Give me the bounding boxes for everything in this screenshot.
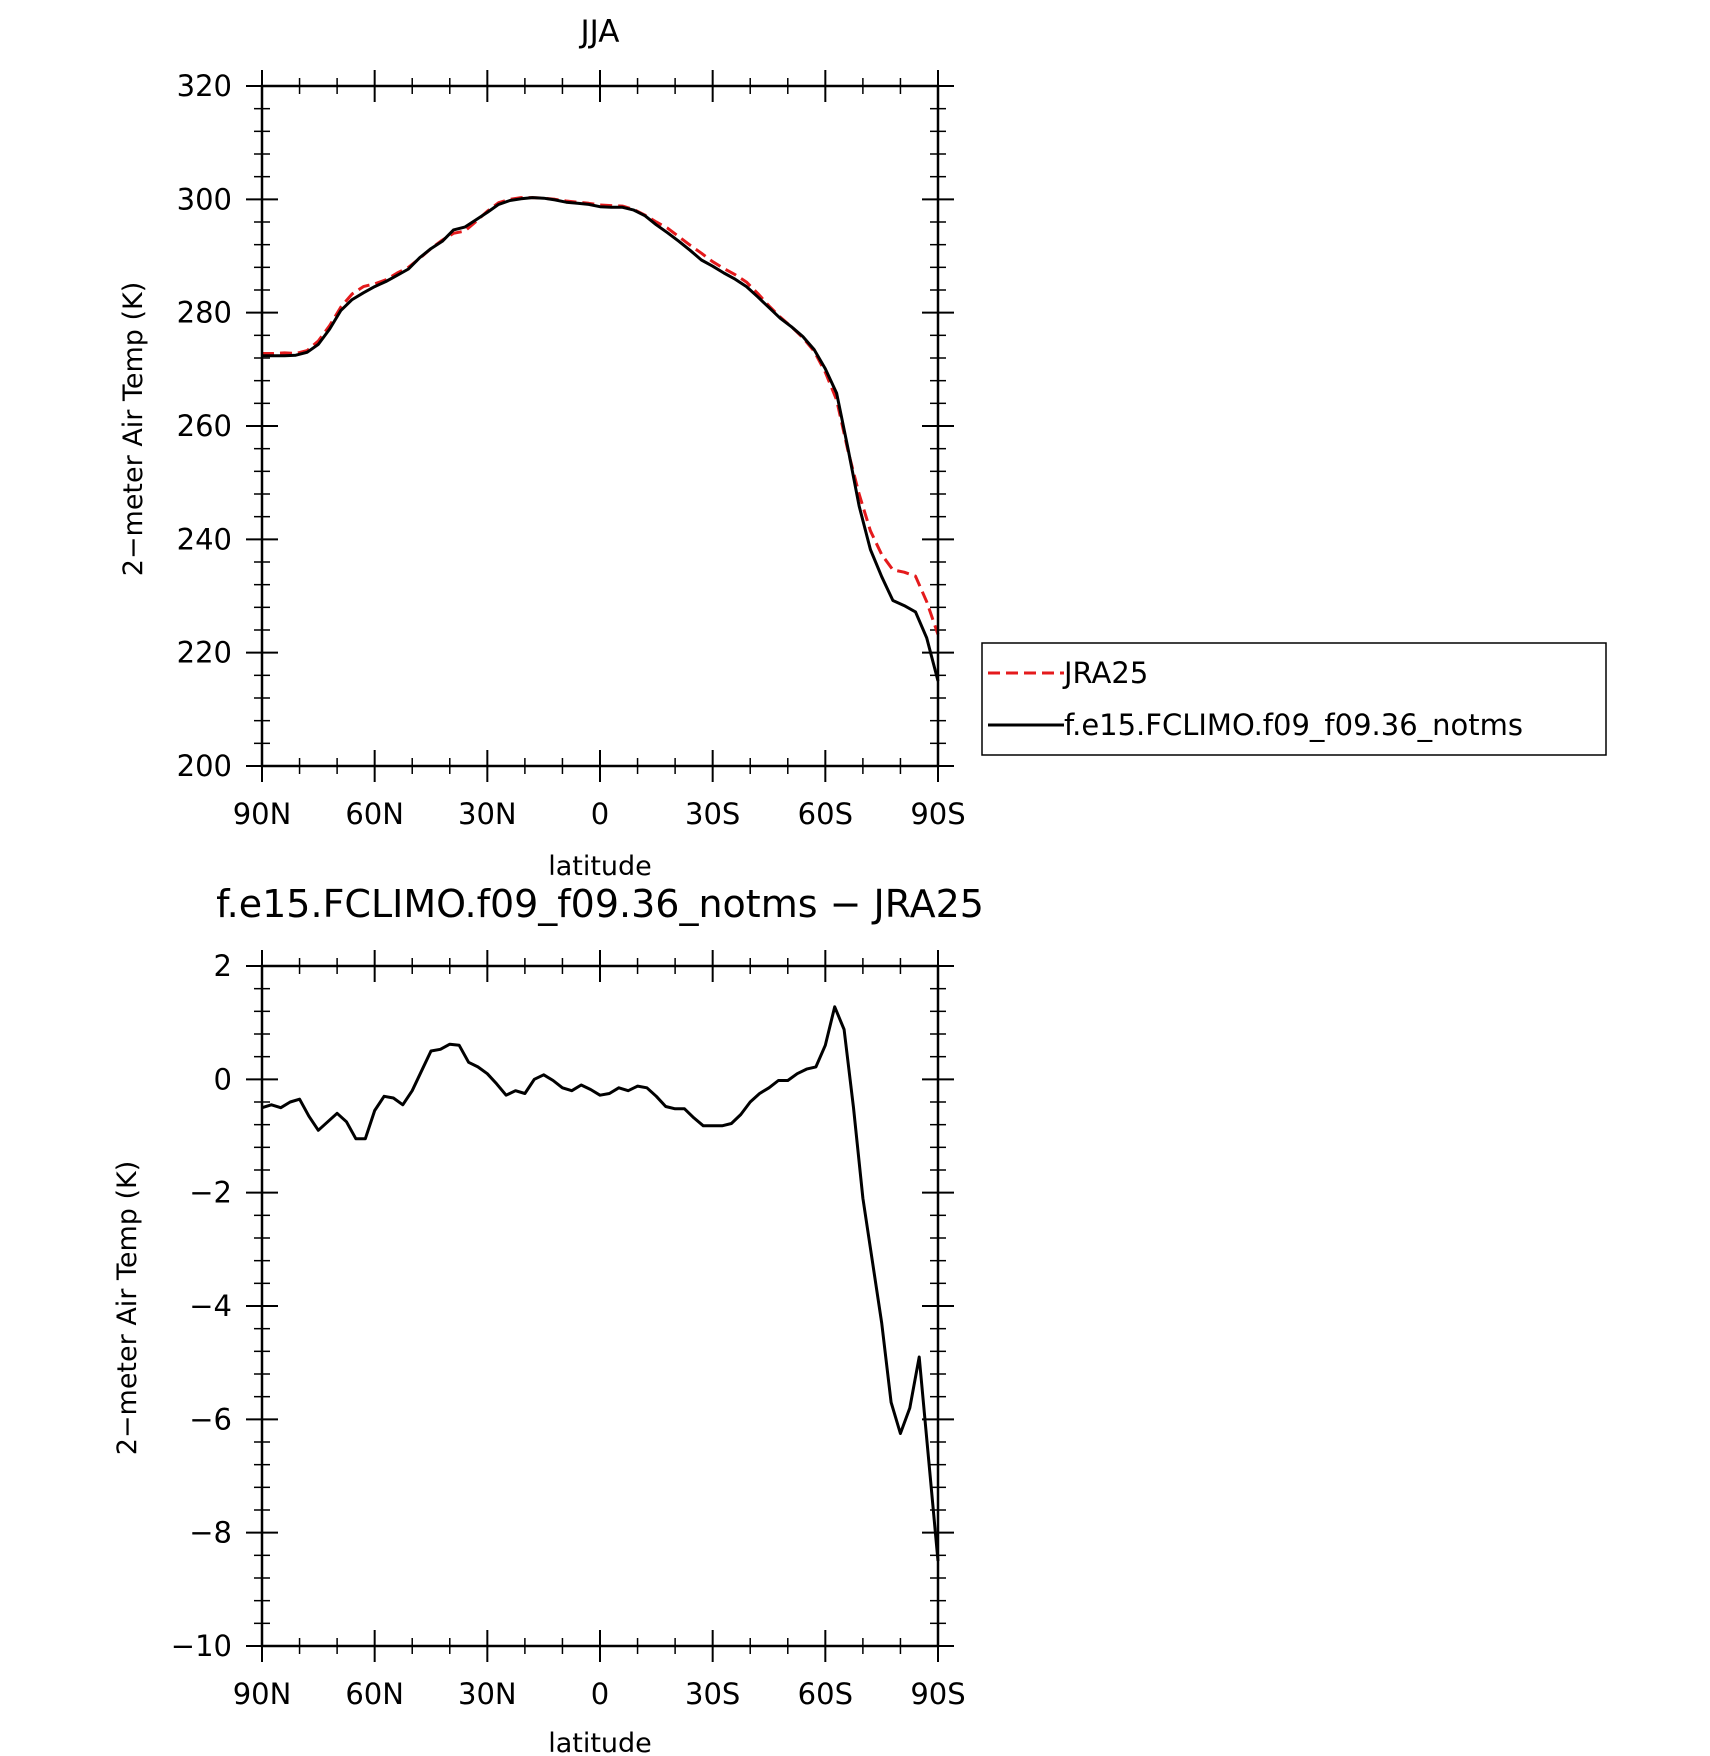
top-ytick-label: 240 <box>177 522 232 556</box>
top-xtick-label: 60S <box>798 797 853 831</box>
bottom-ytick-label: 2 <box>214 949 232 983</box>
bottom-chart-axes: −10 −8 −6 −4 −2 0 2 90N 60N 30N 0 30S 60S 90S <box>171 949 966 1711</box>
top-ytick-label: 260 <box>177 409 232 443</box>
bottom-chart-title: f.e15.FCLIMO.f09_f09.36_notms − JRA25 <box>216 882 984 926</box>
legend-box <box>981 642 1607 756</box>
bottom-xtick-label: 60S <box>798 1677 853 1711</box>
top-chart-title: JJA <box>579 14 620 50</box>
top-chart-panel: JJA latitude 2−meter Air Temp (K) 200 220… <box>118 14 966 882</box>
top-chart-xlabel: latitude <box>548 851 652 882</box>
top-chart-frame <box>260 84 940 768</box>
bottom-chart-series <box>261 1005 940 1562</box>
bottom-chart-frame <box>260 964 940 1648</box>
top-xtick-label: 30N <box>458 797 517 831</box>
bottom-ytick-label: −10 <box>171 1629 232 1663</box>
top-series-line-f-e15-fclimo-f09-f09-36-notms <box>262 196 940 682</box>
top-ytick-label: 300 <box>177 182 232 216</box>
top-xtick-label: 60N <box>345 797 404 831</box>
bottom-chart-ylabel: 2−meter Air Temp (K) <box>112 1161 143 1456</box>
bottom-chart-panel: f.e15.FCLIMO.f09_f09.36_notms − JRA25 la… <box>112 882 984 1756</box>
legend-label-model: f.e15.FCLIMO.f09_f09.36_notms <box>1064 708 1523 742</box>
top-ytick-label: 200 <box>177 749 232 783</box>
top-ytick-label: 280 <box>177 296 232 330</box>
top-ytick-label: 320 <box>177 69 232 103</box>
top-ytick-label: 220 <box>177 636 232 670</box>
top-xtick-label: 30S <box>685 797 740 831</box>
top-chart-ylabel: 2−meter Air Temp (K) <box>118 282 149 577</box>
bottom-xtick-label: 60N <box>345 1677 404 1711</box>
top-xtick-label: 0 <box>591 797 609 831</box>
bottom-xtick-label: 90S <box>910 1677 965 1711</box>
bottom-xtick-label: 0 <box>591 1677 609 1711</box>
top-series-line-jra25 <box>262 196 940 635</box>
legend: JRA25 f.e15.FCLIMO.f09_f09.36_notms <box>981 642 1607 756</box>
bottom-chart-xlabel: latitude <box>548 1728 652 1756</box>
bottom-xtick-label: 30N <box>458 1677 517 1711</box>
top-chart-series <box>262 196 940 682</box>
bottom-ytick-label: −8 <box>189 1516 232 1550</box>
top-xtick-label: 90N <box>233 797 292 831</box>
bottom-ytick-label: −6 <box>189 1402 232 1436</box>
bottom-xtick-label: 30S <box>685 1677 740 1711</box>
bottom-ytick-label: 0 <box>214 1062 232 1096</box>
bottom-series-line-difference <box>261 1005 940 1562</box>
bottom-ytick-label: −4 <box>189 1289 232 1323</box>
bottom-ytick-label: −2 <box>189 1176 232 1210</box>
bottom-xtick-label: 90N <box>233 1677 292 1711</box>
legend-label-jra25: JRA25 <box>1062 656 1148 690</box>
top-xtick-label: 90S <box>910 797 965 831</box>
